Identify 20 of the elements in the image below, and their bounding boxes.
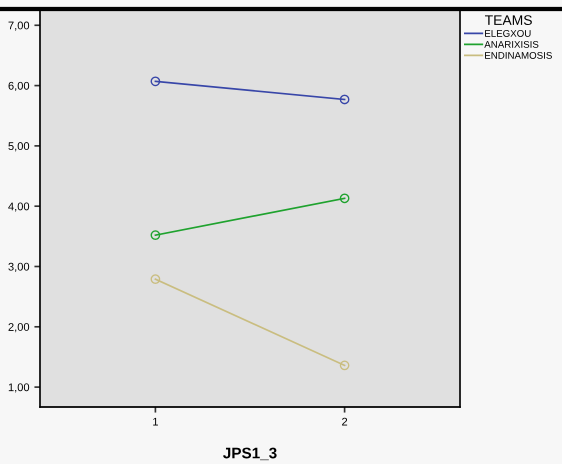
y-tick-label: 3,00 [8,262,30,272]
point [150,76,160,86]
x-tick-label: 2 [342,418,348,426]
y-tick-label: 1,00 [8,383,30,393]
y-tick-label: 7,00 [8,22,30,31]
legend-label: ELEGXOU [485,30,531,37]
legend-label: ANARIXISIS [484,40,538,48]
x-tick-label: 1 [153,418,158,426]
y-tick-label: 2,00 [8,323,30,332]
point [340,360,350,370]
y-tick-label: 5,00 [8,142,30,152]
legend-title: TEAMS [484,15,532,26]
y-tick-label: 6,00 [8,82,30,92]
point [150,274,160,284]
point [340,193,350,204]
point [150,230,160,240]
x-axis-title: JPS1_3 [223,448,277,460]
y-tick-label: 4,00 [8,202,30,212]
legend-label: ENDINAMOSIS [485,52,552,59]
point [340,94,350,104]
